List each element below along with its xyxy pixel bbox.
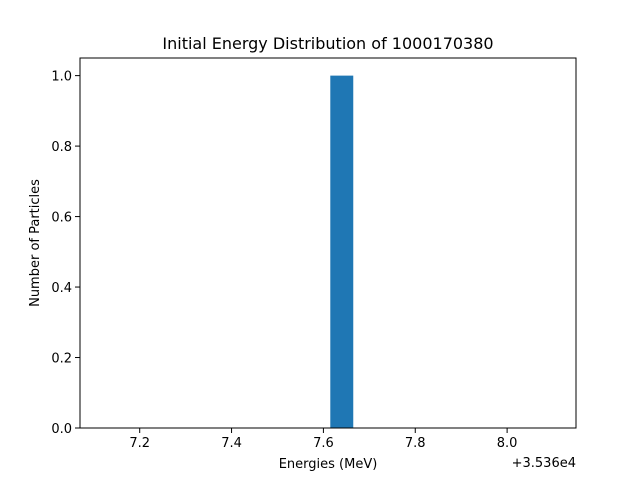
x-tick-label: 8.0 (497, 436, 518, 451)
y-axis-ticks: 0.0 0.2 0.4 0.6 0.8 1.0 (51, 70, 80, 437)
x-tick-label: 7.8 (405, 436, 426, 451)
x-tick-label: 7.2 (129, 436, 150, 451)
y-tick-label: 0.6 (51, 211, 72, 226)
plot-frame (79, 57, 577, 429)
y-tick-label: 0.4 (51, 281, 72, 296)
x-tick-label: 7.6 (313, 436, 334, 451)
y-tick-label: 1.0 (51, 70, 72, 85)
x-axis-label: Energies (MeV) (279, 457, 378, 472)
x-tick-label: 7.4 (221, 436, 242, 451)
x-axis-ticks: 7.2 7.4 7.6 7.8 8.0 (129, 428, 517, 451)
y-tick-label: 0.0 (51, 422, 72, 437)
bars-layer (330, 75, 354, 428)
x-axis-offset-text: +3.536e4 (512, 456, 576, 471)
y-tick-label: 0.2 (51, 352, 72, 367)
histogram-bar-0 (330, 75, 354, 428)
chart-title: Initial Energy Distribution of 100017038… (162, 34, 493, 53)
y-axis-label: Number of Particles (28, 179, 43, 307)
y-tick-label: 0.8 (51, 140, 72, 155)
